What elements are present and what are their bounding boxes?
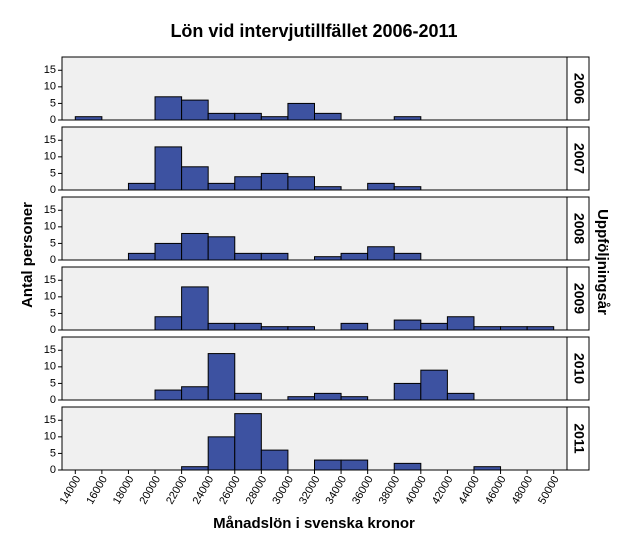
bar (234, 176, 262, 191)
bar (393, 319, 422, 331)
bar (446, 392, 475, 401)
y-tick-label: 15 (44, 344, 56, 356)
y-tick-label: 0 (50, 324, 56, 336)
panel-background (62, 337, 567, 400)
y-tick-label: 5 (50, 307, 56, 319)
strip-label: 2010 (571, 353, 587, 384)
y-tick-label: 15 (44, 414, 56, 426)
bar (234, 252, 262, 261)
y-tick-label: 5 (50, 377, 56, 389)
y-tick-label: 0 (50, 184, 56, 196)
x-axis-label: Månadslön i svenska kronor (213, 515, 415, 532)
y-tick-label: 10 (44, 361, 56, 373)
y-tick-label: 0 (50, 254, 56, 266)
bar (154, 242, 183, 261)
bar (393, 252, 422, 261)
y-tick-label: 10 (44, 151, 56, 163)
bar (181, 99, 209, 121)
y-axis-label: Antal personer (19, 202, 36, 308)
y-tick-label: 0 (50, 114, 56, 126)
facet-label: Uppföljningsår (594, 209, 611, 315)
y-tick-label: 10 (44, 431, 56, 443)
bar (154, 316, 183, 331)
bar (393, 462, 422, 471)
bar (287, 102, 315, 121)
bar (234, 413, 262, 471)
bar (260, 172, 289, 191)
y-tick-label: 10 (44, 81, 56, 93)
panel-border (61, 126, 568, 191)
y-tick-label: 15 (44, 204, 56, 216)
bar (340, 459, 369, 471)
bar (287, 176, 315, 191)
bar (234, 392, 262, 401)
y-tick-label: 0 (50, 464, 56, 476)
bar (181, 286, 209, 331)
bar (234, 322, 262, 331)
panel-background (62, 197, 567, 260)
bar (420, 369, 448, 401)
y-tick-label: 10 (44, 291, 56, 303)
panel-border (61, 266, 568, 331)
bar (181, 166, 209, 191)
bar (207, 182, 236, 191)
y-tick-label: 5 (50, 447, 56, 459)
bar (340, 252, 369, 261)
strip-label: 2008 (571, 213, 587, 244)
bar (367, 182, 395, 191)
y-tick-label: 15 (44, 134, 56, 146)
bar (207, 236, 236, 261)
y-tick-label: 0 (50, 394, 56, 406)
strip-label: 2006 (571, 73, 587, 104)
panel-background (62, 267, 567, 330)
bar (127, 252, 156, 261)
y-tick-label: 15 (44, 64, 56, 76)
bar (154, 389, 183, 401)
bar (207, 322, 236, 331)
bar (367, 246, 395, 261)
y-tick-label: 5 (50, 97, 56, 109)
bar (314, 112, 342, 121)
bar (446, 316, 475, 331)
bar (181, 232, 209, 261)
bar (207, 112, 236, 121)
strip-label: 2007 (571, 143, 587, 174)
bar (127, 182, 156, 191)
bar (340, 322, 369, 331)
bar (393, 382, 422, 401)
bar (260, 252, 289, 261)
y-tick-label: 10 (44, 221, 56, 233)
strip-label: 2011 (571, 423, 587, 454)
chart-title: Lön vid intervjutillfället 2006-2011 (170, 21, 457, 41)
panel-background (62, 407, 567, 470)
bar (181, 386, 209, 401)
y-tick-label: 5 (50, 237, 56, 249)
y-tick-label: 15 (44, 274, 56, 286)
panel-border (61, 56, 568, 121)
bar (260, 449, 289, 471)
bar (314, 459, 342, 471)
panel-border (61, 196, 568, 261)
bar (234, 112, 262, 121)
bar (154, 146, 183, 191)
strip-label: 2009 (571, 283, 587, 314)
bar (207, 436, 236, 471)
y-tick-label: 5 (50, 167, 56, 179)
bar (207, 353, 236, 401)
bar (420, 322, 448, 331)
bar (154, 96, 183, 121)
bar (314, 392, 342, 401)
panel-border (61, 336, 568, 401)
